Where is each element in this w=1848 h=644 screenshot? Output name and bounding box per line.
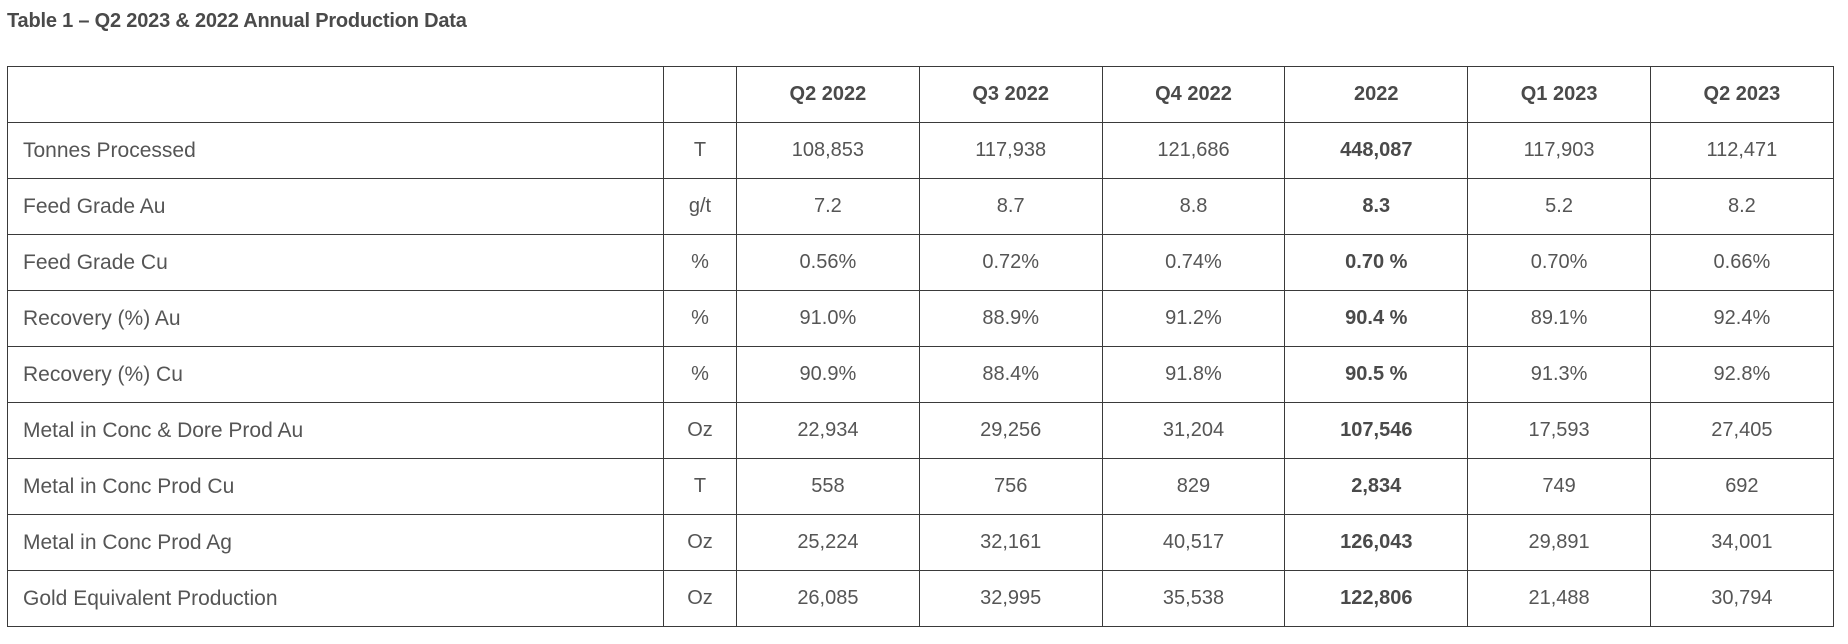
table-cell-annual: 122,806 <box>1284 570 1469 627</box>
table-cell: 32,161 <box>918 514 1103 571</box>
table-cell: 692 <box>1649 458 1834 515</box>
table-cell: 829 <box>1101 458 1286 515</box>
table-cell: 0.66% <box>1649 234 1834 291</box>
table-row: Gold Equivalent Production Oz 26,085 32,… <box>7 570 1834 627</box>
table-cell: 88.4% <box>918 346 1103 403</box>
row-label: Metal in Conc & Dore Prod Au <box>7 402 664 459</box>
table-cell: 8.8 <box>1101 178 1286 235</box>
table-cell: 558 <box>736 458 920 515</box>
table-cell-annual: 448,087 <box>1284 122 1469 179</box>
table-cell: 0.56% <box>736 234 920 291</box>
table-cell: 29,256 <box>918 402 1103 459</box>
table-cell: 30,794 <box>1649 570 1834 627</box>
table-cell: 91.2% <box>1101 290 1286 347</box>
table-cell-annual: 126,043 <box>1284 514 1469 571</box>
header-period: Q4 2022 <box>1101 66 1286 123</box>
table-cell: 90.9% <box>736 346 920 403</box>
table-cell: 7.2 <box>736 178 920 235</box>
row-label: Metal in Conc Prod Cu <box>7 458 664 515</box>
table-cell: 34,001 <box>1649 514 1834 571</box>
header-period: Q2 2022 <box>736 66 920 123</box>
table-cell-annual: 2,834 <box>1284 458 1469 515</box>
row-label: Recovery (%) Cu <box>7 346 664 403</box>
production-table: Q2 2022 Q3 2022 Q4 2022 2022 Q1 2023 Q2 … <box>7 66 1834 627</box>
header-label-cell <box>7 66 664 123</box>
table-cell: 749 <box>1467 458 1651 515</box>
table-row: Recovery (%) Cu % 90.9% 88.4% 91.8% 90.5… <box>7 346 1834 403</box>
header-unit-cell <box>663 66 737 123</box>
table-cell: 0.70% <box>1467 234 1651 291</box>
row-unit: Oz <box>663 570 737 627</box>
row-unit: % <box>663 290 737 347</box>
table-cell: 108,853 <box>736 122 920 179</box>
table-row: Metal in Conc Prod Ag Oz 25,224 32,161 4… <box>7 514 1834 571</box>
table-cell: 91.8% <box>1101 346 1286 403</box>
table-cell: 35,538 <box>1101 570 1286 627</box>
table-cell: 8.2 <box>1649 178 1834 235</box>
table-cell: 117,938 <box>918 122 1103 179</box>
table-cell: 8.7 <box>918 178 1103 235</box>
table-row: Tonnes Processed T 108,853 117,938 121,6… <box>7 122 1834 179</box>
table-cell: 88.9% <box>918 290 1103 347</box>
table-cell: 31,204 <box>1101 402 1286 459</box>
row-unit: % <box>663 346 737 403</box>
row-unit: % <box>663 234 737 291</box>
table-row: Feed Grade Cu % 0.56% 0.72% 0.74% 0.70 %… <box>7 234 1834 291</box>
table-cell: 121,686 <box>1101 122 1286 179</box>
table-cell: 91.0% <box>736 290 920 347</box>
table-cell: 91.3% <box>1467 346 1651 403</box>
table-cell: 92.4% <box>1649 290 1834 347</box>
table-cell: 112,471 <box>1649 122 1834 179</box>
table-row: Metal in Conc Prod Cu T 558 756 829 2,83… <box>7 458 1834 515</box>
row-label: Tonnes Processed <box>7 122 664 179</box>
table-cell: 25,224 <box>736 514 920 571</box>
table-cell: 27,405 <box>1649 402 1834 459</box>
table-cell-annual: 107,546 <box>1284 402 1469 459</box>
header-period: Q3 2022 <box>918 66 1103 123</box>
table-cell: 22,934 <box>736 402 920 459</box>
row-label: Metal in Conc Prod Ag <box>7 514 664 571</box>
row-label: Recovery (%) Au <box>7 290 664 347</box>
table-cell-annual: 90.5 % <box>1284 346 1469 403</box>
row-unit: Oz <box>663 514 737 571</box>
table-cell: 0.74% <box>1101 234 1286 291</box>
row-label: Gold Equivalent Production <box>7 570 664 627</box>
table-cell: 5.2 <box>1467 178 1651 235</box>
row-unit: T <box>663 122 737 179</box>
table-row: Metal in Conc & Dore Prod Au Oz 22,934 2… <box>7 402 1834 459</box>
table-cell: 29,891 <box>1467 514 1651 571</box>
table-cell: 92.8% <box>1649 346 1834 403</box>
table-cell: 89.1% <box>1467 290 1651 347</box>
table-cell-annual: 8.3 <box>1284 178 1469 235</box>
table-cell: 17,593 <box>1467 402 1651 459</box>
table-cell: 32,995 <box>918 570 1103 627</box>
table-cell: 117,903 <box>1467 122 1651 179</box>
table-cell: 26,085 <box>736 570 920 627</box>
table-cell-annual: 90.4 % <box>1284 290 1469 347</box>
row-unit: T <box>663 458 737 515</box>
row-label: Feed Grade Au <box>7 178 664 235</box>
table-cell: 21,488 <box>1467 570 1651 627</box>
table-cell-annual: 0.70 % <box>1284 234 1469 291</box>
header-period: Q2 2023 <box>1649 66 1834 123</box>
header-period: Q1 2023 <box>1467 66 1651 123</box>
row-unit: Oz <box>663 402 737 459</box>
header-period: 2022 <box>1284 66 1469 123</box>
table-cell: 756 <box>918 458 1103 515</box>
table-cell: 40,517 <box>1101 514 1286 571</box>
table-header-row: Q2 2022 Q3 2022 Q4 2022 2022 Q1 2023 Q2 … <box>7 66 1834 123</box>
row-unit: g/t <box>663 178 737 235</box>
table-row: Feed Grade Au g/t 7.2 8.7 8.8 8.3 5.2 8.… <box>7 178 1834 235</box>
table-row: Recovery (%) Au % 91.0% 88.9% 91.2% 90.4… <box>7 290 1834 347</box>
row-label: Feed Grade Cu <box>7 234 664 291</box>
table-cell: 0.72% <box>918 234 1103 291</box>
table-caption: Table 1 – Q2 2023 & 2022 Annual Producti… <box>7 10 467 32</box>
